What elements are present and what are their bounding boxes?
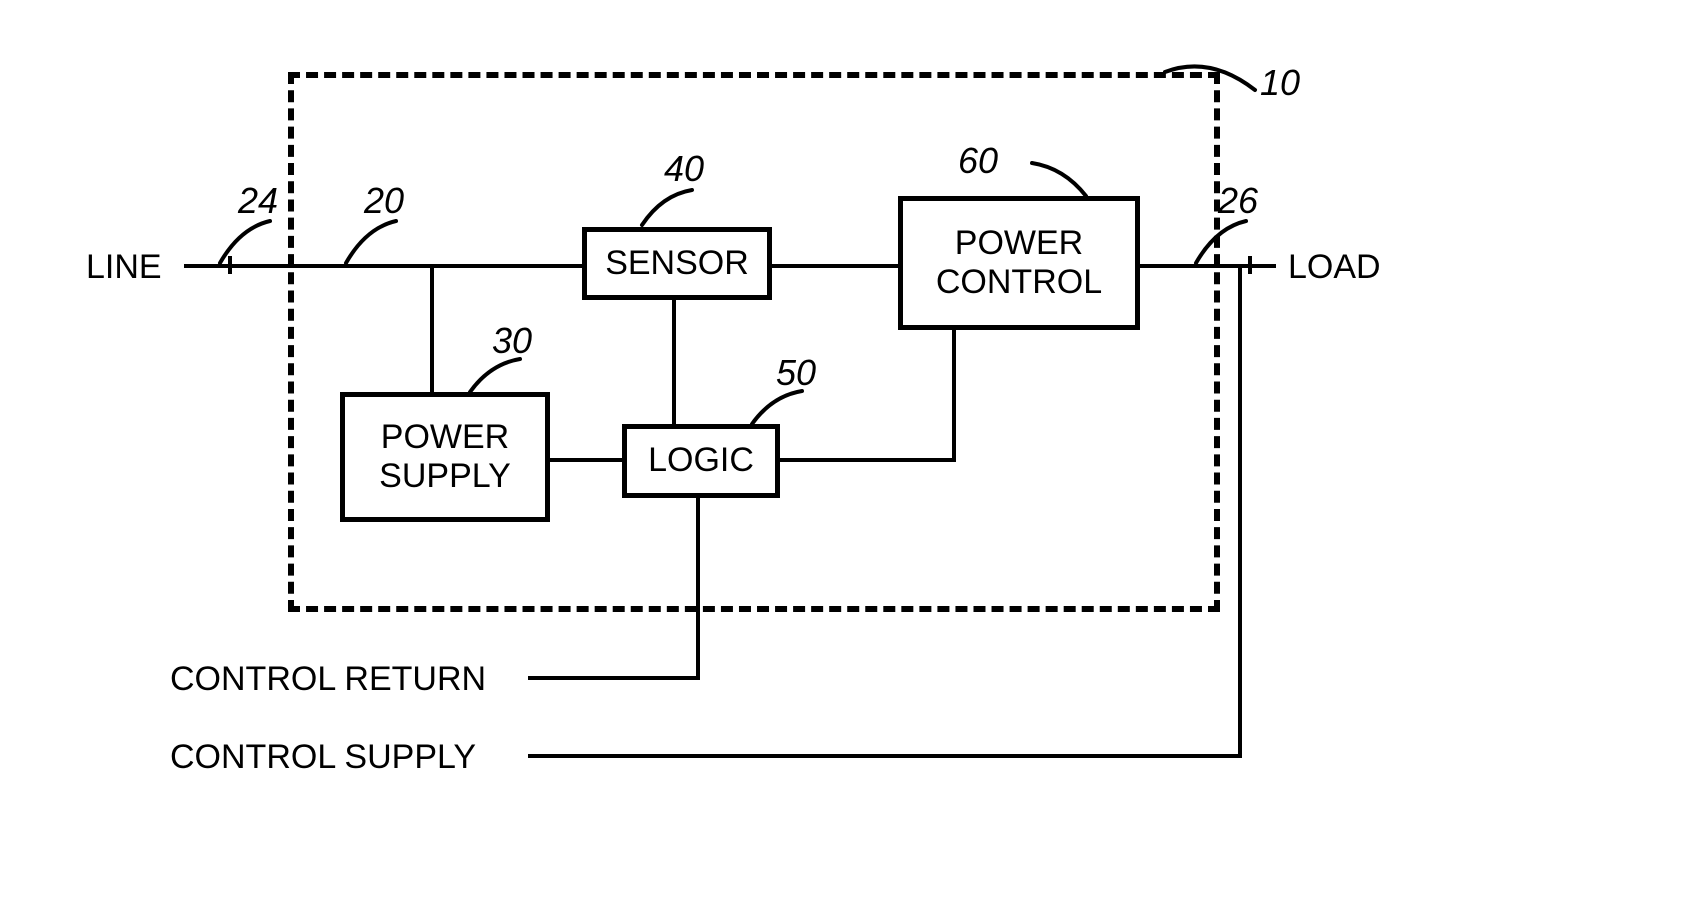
line-io-label: LINE xyxy=(86,248,162,287)
load-io-label: LOAD xyxy=(1288,248,1381,287)
ref-50-leader xyxy=(742,388,812,428)
ref-line-node: 24 xyxy=(238,180,278,222)
sensor-block: SENSOR xyxy=(582,227,772,300)
power-control-label: POWER CONTROL xyxy=(936,224,1102,302)
wire-powersupply-to-logic xyxy=(546,458,626,462)
tick-26 xyxy=(1248,256,1252,274)
ref-line-inside: 20 xyxy=(364,180,404,222)
wire-line-to-powersupply xyxy=(430,264,434,394)
ref-power-supply: 30 xyxy=(492,320,532,362)
ref-40-leader xyxy=(632,187,702,229)
tick-24 xyxy=(228,256,232,274)
ref-sensor: 40 xyxy=(664,148,704,190)
control-supply-label: CONTROL SUPPLY xyxy=(170,738,476,777)
logic-label: LOGIC xyxy=(648,441,754,480)
wire-control-supply-h xyxy=(528,754,1242,758)
system-boundary xyxy=(288,72,1220,612)
wire-sensor-to-logic xyxy=(672,296,676,426)
power-supply-block: POWER SUPPLY xyxy=(340,392,550,522)
power-supply-label: POWER SUPPLY xyxy=(379,418,511,496)
ref-power-control: 60 xyxy=(958,140,998,182)
wire-logic-down xyxy=(696,494,700,676)
wire-control-return-h xyxy=(528,676,700,680)
ref-logic: 50 xyxy=(776,352,816,394)
ref-20-leader xyxy=(336,218,406,268)
ref-30-leader xyxy=(460,356,530,396)
ref-24-leader xyxy=(210,218,280,268)
diagram-canvas: 10 SENSOR POWER CONTROL LINE LOAD 24 20 … xyxy=(0,0,1702,902)
ref-load-node: 26 xyxy=(1218,180,1258,222)
control-return-label: CONTROL RETURN xyxy=(170,660,486,699)
wire-sensor-to-powercontrol xyxy=(768,264,898,268)
ref-26-leader xyxy=(1186,218,1256,268)
power-control-block: POWER CONTROL xyxy=(898,196,1140,330)
wire-control-supply-v xyxy=(1238,264,1242,758)
ref-60-leader xyxy=(1024,160,1094,200)
wire-logic-to-pc-h xyxy=(776,458,956,462)
logic-block: LOGIC xyxy=(622,424,780,498)
ref-boundary: 10 xyxy=(1260,62,1300,104)
wire-logic-to-pc-v xyxy=(952,326,956,462)
sensor-label: SENSOR xyxy=(605,244,749,283)
